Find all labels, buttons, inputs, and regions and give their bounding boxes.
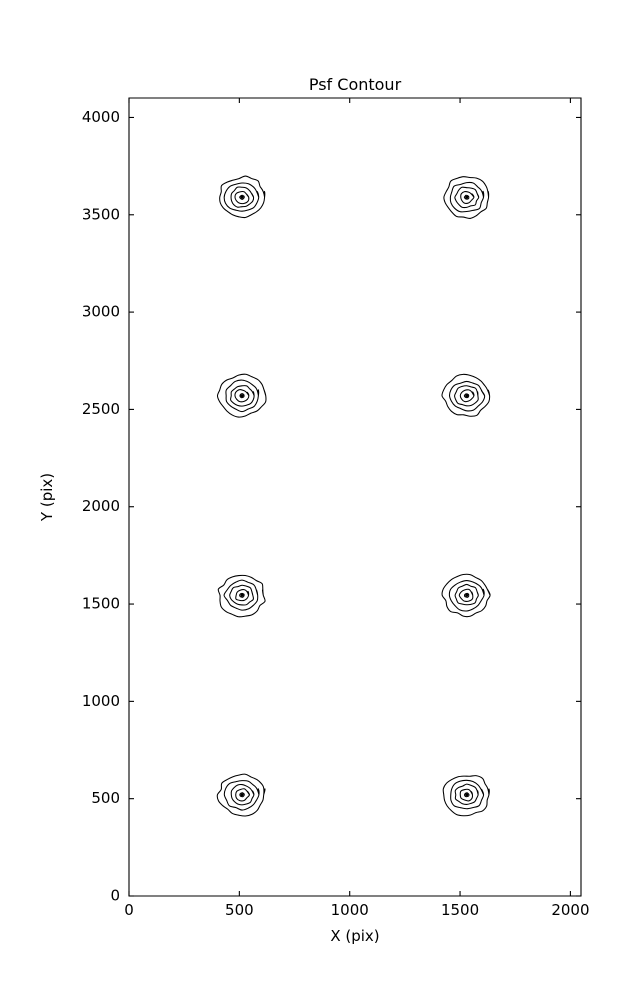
x-tick-label-1000: 1000	[331, 901, 369, 919]
contour-level-3	[449, 181, 485, 213]
contour-level-3	[223, 780, 260, 811]
psf-contour-group	[217, 574, 266, 618]
psf-peak-marker	[240, 195, 244, 199]
contour-level-0	[239, 592, 245, 598]
y-tick-label-4000: 4000	[82, 108, 120, 126]
contour-level-3	[223, 579, 259, 611]
axis-ticks	[128, 98, 581, 897]
contour-level-2	[454, 385, 479, 407]
y-tick-label-2500: 2500	[82, 400, 120, 418]
contour-level-3	[450, 779, 485, 810]
y-tick-label-1000: 1000	[82, 692, 120, 710]
contour-level-4	[441, 373, 491, 417]
contour-level-0	[463, 194, 470, 200]
contour-level-2	[454, 186, 480, 209]
x-tick-label-0: 0	[124, 901, 134, 919]
y-tick-label-2000: 2000	[82, 497, 120, 515]
contour-level-4	[441, 573, 491, 618]
contour-level-1	[234, 389, 250, 403]
psf-contour-group	[443, 176, 490, 219]
contour-level-1	[459, 389, 475, 403]
contour-level-1	[235, 589, 250, 602]
contour-level-4	[443, 176, 490, 219]
psf-peak-marker	[465, 793, 469, 797]
y-tick-label-3000: 3000	[82, 303, 120, 321]
psf-contour-group	[219, 175, 266, 219]
contour-level-1	[235, 788, 250, 802]
contour-level-0	[463, 393, 470, 399]
contour-level-0	[464, 792, 470, 798]
contour-level-1	[460, 191, 475, 204]
y-axis-label: Y (pix)	[38, 473, 56, 522]
contour-level-4	[216, 773, 266, 817]
contour-level-2	[230, 186, 255, 208]
x-tick-label-1500: 1500	[441, 901, 479, 919]
contour-level-3	[449, 380, 486, 412]
y-tick-label-0: 0	[110, 887, 120, 905]
psf-peak-marker	[465, 593, 469, 597]
contour-level-1	[459, 788, 474, 802]
y-tick-label-500: 500	[91, 789, 120, 807]
contour-level-4	[442, 775, 490, 817]
x-tick-label-500: 500	[225, 901, 254, 919]
contour-level-1	[458, 588, 474, 602]
contour-level-2	[454, 783, 479, 805]
contour-level-3	[448, 580, 485, 612]
psf-contour-group	[442, 775, 490, 817]
contour-level-4	[216, 373, 267, 418]
contour-level-2	[454, 583, 479, 606]
contour-level-2	[230, 784, 255, 806]
contour-series	[216, 175, 491, 817]
psf-peak-marker	[240, 394, 244, 398]
x-tick-label-2000: 2000	[551, 901, 589, 919]
contour-level-3	[223, 182, 260, 212]
contour-level-0	[239, 194, 245, 200]
page-title: Psf Contour	[309, 75, 402, 94]
psf-peak-marker	[465, 394, 469, 398]
psf-contour-group	[216, 373, 267, 418]
contour-level-4	[219, 175, 266, 219]
contour-level-0	[463, 592, 470, 598]
contour-level-3	[225, 379, 260, 413]
psf-peak-marker	[465, 195, 469, 199]
psf-peak-marker	[240, 793, 244, 797]
psf-peak-marker	[240, 593, 244, 597]
contour-level-2	[229, 584, 254, 606]
x-axis-label: X (pix)	[330, 927, 379, 945]
contour-level-0	[239, 792, 245, 798]
contour-level-2	[230, 385, 255, 407]
axis-tick-labels: 0 500 1000 1500 2000 0 500 1000 1500 2000 2500 3000…	[82, 108, 590, 919]
contour-level-4	[217, 574, 266, 618]
contour-level-0	[239, 393, 245, 399]
psf-contour-group	[441, 373, 491, 417]
y-tick-label-3500: 3500	[82, 205, 120, 223]
y-tick-label-1500: 1500	[82, 595, 120, 613]
psf-contour-group	[441, 573, 491, 618]
contour-level-1	[234, 190, 250, 205]
psf-contour-group	[216, 773, 266, 817]
